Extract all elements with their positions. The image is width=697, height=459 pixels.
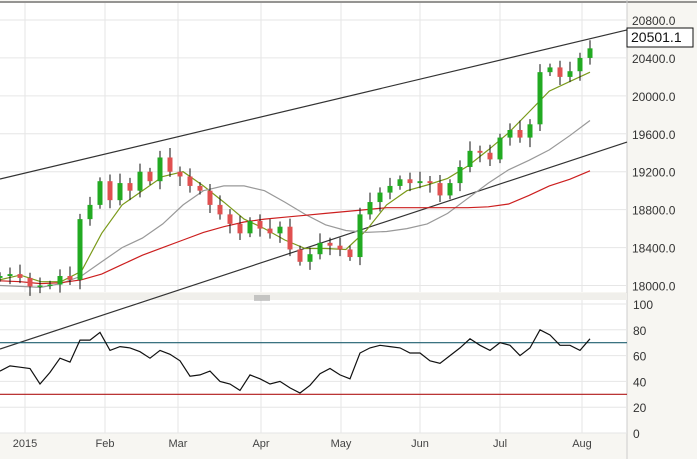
candle-body (487, 152, 493, 160)
x-tick-label: Aug (572, 438, 592, 450)
x-tick-label: May (331, 438, 352, 450)
candle-body (547, 67, 553, 73)
price-tick-label: 19200.0 (632, 166, 676, 180)
candle-body (147, 171, 153, 182)
x-tick-label: Jul (493, 438, 507, 450)
rsi-tick-label: 0 (633, 427, 640, 441)
candle-body (177, 171, 183, 177)
rsi-plot-area (0, 300, 627, 433)
candle-body (347, 249, 353, 258)
candle-body (107, 181, 113, 201)
moving-average-line (0, 71, 591, 283)
candle-body (527, 124, 533, 138)
current-price-box (626, 27, 694, 48)
candle-body (427, 181, 433, 184)
candle-body (167, 157, 173, 172)
candle-body (517, 129, 523, 138)
candle-body (577, 57, 583, 72)
candle-body (57, 276, 63, 285)
candle-body (37, 285, 43, 287)
candle-body (47, 284, 53, 287)
candle-body (0, 276, 3, 278)
candle-body (417, 181, 423, 184)
rsi-tick-label: 60 (633, 350, 647, 364)
candle-body (287, 226, 293, 250)
price-tick-label: 20400.0 (632, 52, 676, 66)
candle-body (297, 249, 303, 262)
candle-body (337, 245, 343, 250)
candle-body (397, 179, 403, 186)
candle-body (277, 226, 283, 234)
rsi-line (0, 328, 591, 394)
candle-body (187, 176, 193, 186)
candle-body (447, 183, 453, 196)
price-tick-label: 18400.0 (632, 242, 676, 256)
candle-body (17, 274, 23, 278)
candle-body (437, 183, 443, 196)
candle-body (157, 157, 163, 182)
candle-body (137, 171, 143, 191)
rsi-tick-label: 100 (633, 298, 653, 312)
candle-body (247, 221, 253, 234)
price-tick-label: 19600.0 (632, 128, 676, 142)
candle-body (317, 242, 323, 255)
x-tick-label: Mar (169, 438, 188, 450)
x-tick-label: Apr (252, 438, 269, 450)
candle-body (567, 71, 573, 77)
price-tick-label: 20800.0 (632, 14, 676, 28)
candle-body (497, 137, 503, 160)
moving-average-line (0, 170, 591, 285)
candle-body (357, 214, 363, 258)
candle-body (97, 181, 103, 205)
candle-body (507, 129, 513, 138)
candle-body (587, 48, 593, 58)
price-tick-label: 20000.0 (632, 90, 676, 104)
x-tick-label: Jun (411, 438, 429, 450)
candles (0, 40, 593, 296)
trendline (0, 29, 628, 180)
rsi-tick-label: 80 (633, 324, 647, 338)
candle-body (407, 179, 413, 184)
candle-body (557, 67, 563, 77)
candle-body (77, 219, 83, 280)
candle-body (367, 202, 373, 215)
candle-body (467, 150, 473, 167)
candle-body (387, 185, 393, 193)
price-tick-label: 18000.0 (632, 280, 676, 294)
candle-body (87, 204, 93, 220)
candle-body (377, 192, 383, 203)
candle-body (307, 254, 313, 262)
candle-body (67, 276, 73, 280)
x-tick-label: Feb (96, 438, 115, 450)
trendline (0, 141, 628, 350)
rsi-tick-label: 40 (633, 375, 647, 389)
candle-body (267, 228, 273, 234)
candle-body (227, 214, 233, 224)
current-price-label: 20501.1 (631, 29, 682, 45)
price-tick-label: 18800.0 (632, 204, 676, 218)
candle-body (117, 183, 123, 201)
candle-body (217, 204, 223, 215)
candle-body (537, 72, 543, 125)
moving-average-line (0, 120, 591, 289)
candle-body (27, 277, 33, 287)
rsi-tick-label: 20 (633, 401, 647, 415)
candle-body (237, 223, 243, 234)
candle-body (207, 190, 213, 205)
candle-body (127, 183, 133, 191)
x-tick-label: 2015 (13, 438, 37, 450)
candle-body (257, 221, 263, 229)
candle-body (457, 166, 463, 184)
candle-body (327, 242, 333, 246)
panel-splitter (0, 293, 627, 300)
candle-body (197, 185, 203, 191)
candle-body (7, 274, 13, 277)
candle-body (477, 150, 483, 153)
